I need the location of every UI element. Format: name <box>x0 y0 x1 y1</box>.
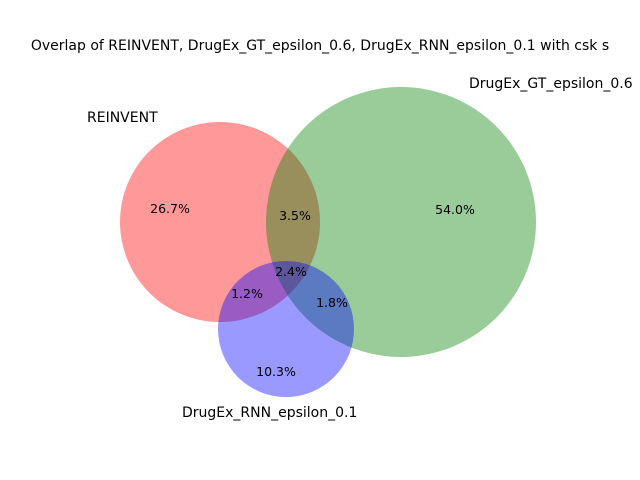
region-label-reinvent-only: 26.7% <box>150 201 190 216</box>
reinvent-circle <box>120 122 320 322</box>
region-label-gt-rnn: 1.8% <box>316 295 348 310</box>
region-label-reinvent-rnn: 1.2% <box>231 286 263 301</box>
set-circles <box>120 87 536 397</box>
set-label-reinvent: REINVENT <box>87 110 158 126</box>
region-label-rnn-only: 10.3% <box>256 364 296 379</box>
set-label-drugex-gt: DrugEx_GT_epsilon_0.6 <box>469 76 633 92</box>
chart-title: Overlap of REINVENT, DrugEx_GT_epsilon_0… <box>31 38 609 54</box>
drugex-rnn-circle <box>218 261 354 397</box>
region-label-reinvent-gt: 3.5% <box>279 208 311 223</box>
region-label-all-three: 2.4% <box>275 264 307 279</box>
drugex-gt-circle <box>266 87 536 357</box>
region-label-gt-only: 54.0% <box>435 202 475 217</box>
set-label-drugex-rnn: DrugEx_RNN_epsilon_0.1 <box>182 405 357 421</box>
